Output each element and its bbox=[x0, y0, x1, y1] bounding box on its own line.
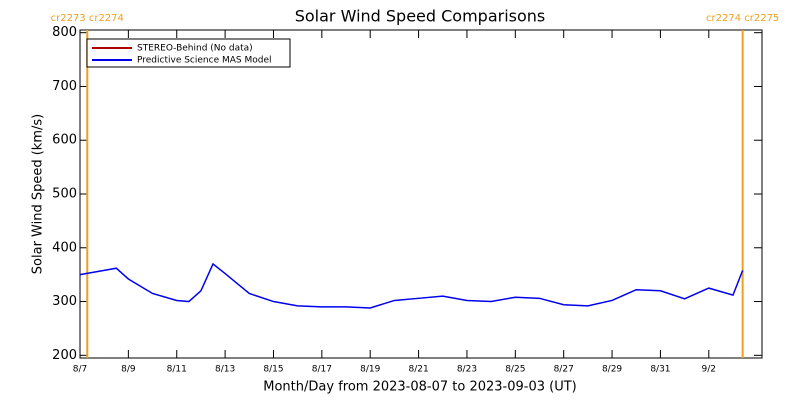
x-tick-label: 8/9 bbox=[121, 365, 136, 375]
legend-label: STEREO-Behind (No data) bbox=[137, 44, 253, 54]
x-tick-label: 8/31 bbox=[650, 365, 670, 375]
y-axis-label: Solar Wind Speed (km/s) bbox=[31, 114, 46, 274]
x-tick-label: 8/23 bbox=[457, 365, 477, 375]
x-tick-label: 8/15 bbox=[263, 365, 283, 375]
x-tick-label: 8/11 bbox=[167, 365, 187, 375]
x-tick-label: 8/13 bbox=[215, 365, 235, 375]
chart-title: Solar Wind Speed Comparisons bbox=[295, 7, 546, 26]
x-tick-label: 8/19 bbox=[360, 365, 380, 375]
legend-label: Predictive Science MAS Model bbox=[137, 56, 272, 66]
y-tick-label: 200 bbox=[52, 348, 77, 363]
x-tick-label: 8/7 bbox=[73, 365, 87, 375]
y-tick-label: 600 bbox=[52, 133, 77, 148]
legend-box bbox=[86, 38, 291, 68]
y-tick-label: 400 bbox=[52, 240, 77, 255]
x-tick-label: 8/21 bbox=[408, 365, 428, 375]
x-tick-label: 8/27 bbox=[554, 365, 574, 375]
y-tick-label: 500 bbox=[52, 187, 77, 202]
x-tick-label: 8/29 bbox=[602, 365, 622, 375]
x-tick-label: 8/17 bbox=[312, 365, 332, 375]
y-tick-label: 300 bbox=[52, 294, 77, 309]
series-line bbox=[79, 262, 744, 309]
y-tick-label: 700 bbox=[52, 79, 77, 94]
carrington-label: cr2274 cr2275 bbox=[706, 13, 779, 24]
x-tick-label: 9/2 bbox=[702, 365, 716, 375]
y-tick-label: 800 bbox=[52, 25, 77, 40]
x-axis-label: Month/Day from 2023-08-07 to 2023-09-03 … bbox=[263, 380, 576, 395]
x-tick-label: 8/25 bbox=[505, 365, 525, 375]
plot-frame bbox=[79, 29, 763, 359]
carrington-label: cr2273 cr2274 bbox=[51, 13, 124, 24]
